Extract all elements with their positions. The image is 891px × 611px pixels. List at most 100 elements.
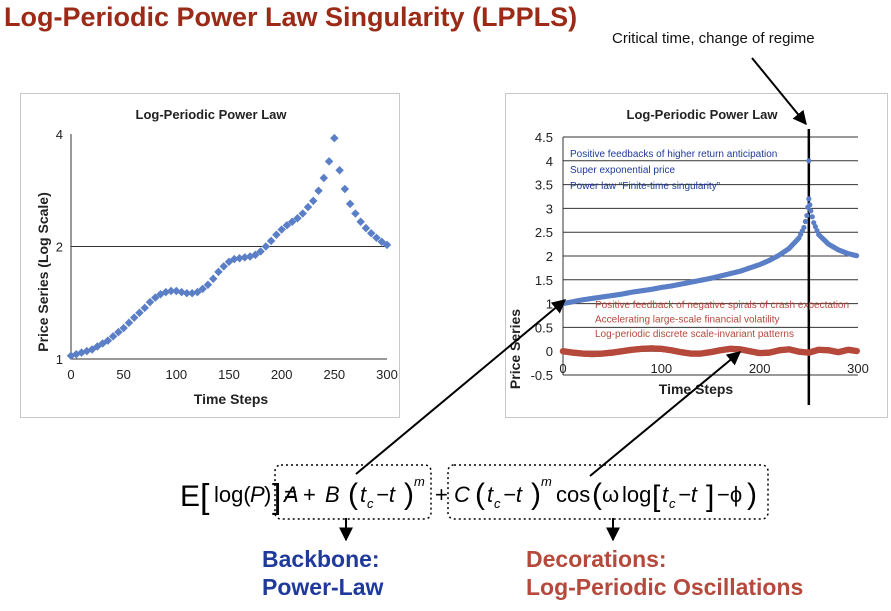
data-point (361, 223, 371, 233)
data-point (140, 303, 149, 313)
paren-close: ) (404, 478, 414, 511)
backbone-point (811, 220, 817, 226)
data-point (145, 297, 155, 307)
blue-annotation: Positive feedbacks of higher return anti… (570, 149, 777, 160)
decorations-arrow (589, 351, 742, 477)
data-point (293, 214, 302, 223)
bracket-close: ] (706, 480, 714, 513)
minus-t: −t (376, 482, 396, 507)
decorations-label: Decorations: Log-Periodic Oscillations (526, 545, 803, 601)
red-annotation: Log-periodic discrete scale-invariant pa… (595, 329, 794, 340)
data-point (287, 217, 297, 226)
y-tick-label: 3 (546, 201, 553, 216)
paren-open: ( (348, 478, 358, 511)
x-tick-label: 200 (271, 367, 293, 382)
data-point (124, 318, 134, 328)
y-tick-label: 4 (546, 154, 553, 169)
data-point (314, 186, 323, 195)
backbone-arrow (355, 299, 567, 475)
data-point (372, 233, 381, 243)
data-point (335, 165, 344, 175)
data-point (382, 240, 392, 250)
backbone-point (812, 224, 818, 230)
backbone-point (807, 202, 813, 208)
expectation-symbol: E (180, 480, 200, 513)
chart-title: Log-Periodic Power Law (136, 107, 288, 122)
x-tick-label: 50 (116, 367, 130, 382)
data-point (129, 313, 139, 322)
y-axis-label: Price Series (507, 309, 523, 389)
y-tick-label: 1 (546, 297, 553, 312)
data-point (119, 323, 128, 333)
data-point (340, 184, 350, 194)
decorations-label-line2: Log-Periodic Oscillations (526, 574, 804, 600)
y-tick-label: 0.5 (535, 320, 553, 335)
x-tick-label: 0 (559, 361, 566, 376)
blue-annotation: Super exponential price (570, 165, 676, 176)
phi-term: −ϕ (717, 482, 742, 507)
data-point (108, 332, 118, 341)
data-point (366, 229, 376, 238)
x-tick-label: 300 (847, 361, 869, 376)
chart-title: Log-Periodic Power Law (627, 107, 779, 122)
data-point (303, 202, 313, 212)
paren-open-2: ( (475, 478, 485, 511)
backbone-label: Backbone: Power-Law (262, 545, 383, 601)
data-point (198, 284, 207, 294)
plus-sign-2: + (435, 482, 448, 507)
data-point (345, 199, 355, 209)
x-tick-label: 200 (749, 361, 771, 376)
backbone-point (814, 228, 820, 234)
bracket-open: [ (652, 480, 661, 513)
backbone-point (802, 218, 808, 225)
data-point (151, 293, 160, 302)
exponent-m-2: m (541, 474, 552, 489)
y-tick-label: 3.5 (535, 178, 553, 193)
backbone-label-line2: Power-Law (262, 574, 384, 600)
backbone-point (808, 208, 814, 214)
data-point (256, 247, 265, 256)
data-point (309, 196, 318, 206)
backbone-box (274, 464, 432, 520)
paren-open-3: ( (592, 478, 602, 511)
data-point (208, 274, 218, 283)
right-chart: Log-Periodic Power Law -0.5 0 0.5 1 1.5 2 2.5 3… (507, 107, 869, 405)
tc-t-2: t (487, 482, 494, 507)
y-tick-label: 4.5 (535, 130, 553, 145)
data-point (240, 253, 250, 262)
log-text-2: log (622, 482, 651, 507)
x-tick-label: 100 (650, 361, 672, 376)
y-tick-label: 0 (546, 344, 553, 359)
coef-a: A (282, 482, 299, 507)
x-tick-label: 250 (323, 367, 345, 382)
backbone-point (806, 196, 812, 202)
y-tick-label: 2 (56, 240, 63, 255)
coef-c: C (454, 482, 470, 507)
x-tick-label: 100 (165, 367, 187, 382)
data-point (114, 327, 123, 337)
tc-t: t (360, 482, 367, 507)
right-chart-panel: Log-Periodic Power Law -0.5 0 0.5 1 1.5 2 2.5 3… (505, 93, 888, 418)
page-title: Log-Periodic Power Law Singularity (LPPL… (4, 2, 578, 32)
y-axis-label: Price Series (Log Scale) (35, 192, 51, 352)
data-point (272, 230, 281, 240)
data-point (182, 288, 192, 298)
backbone-label-line1: Backbone: (262, 546, 380, 572)
y-tick-label: 4 (56, 127, 63, 142)
exponent-m: m (414, 474, 425, 489)
tc-subscript-3: c (669, 496, 676, 511)
lppls-equation: E [ log( P ) ] = A + B ( t c −t ) m + C … (180, 464, 769, 520)
decorations-label-line1: Decorations: (526, 546, 667, 572)
y-tick-label: 1 (56, 352, 63, 367)
backbone-point (804, 212, 810, 219)
data-point (235, 254, 244, 263)
data-point (324, 157, 334, 166)
backbone-point (809, 214, 815, 220)
red-annotation: Positive feedback of negative spirals of… (595, 300, 849, 311)
data-point (277, 225, 286, 234)
minus-t-2: −t (503, 482, 523, 507)
price-symbol: P (250, 482, 265, 507)
tc-subscript-2: c (494, 496, 501, 511)
minus-t-3: −t (678, 482, 698, 507)
blue-annotation: Power law “Finite-time singularity” (570, 181, 720, 192)
